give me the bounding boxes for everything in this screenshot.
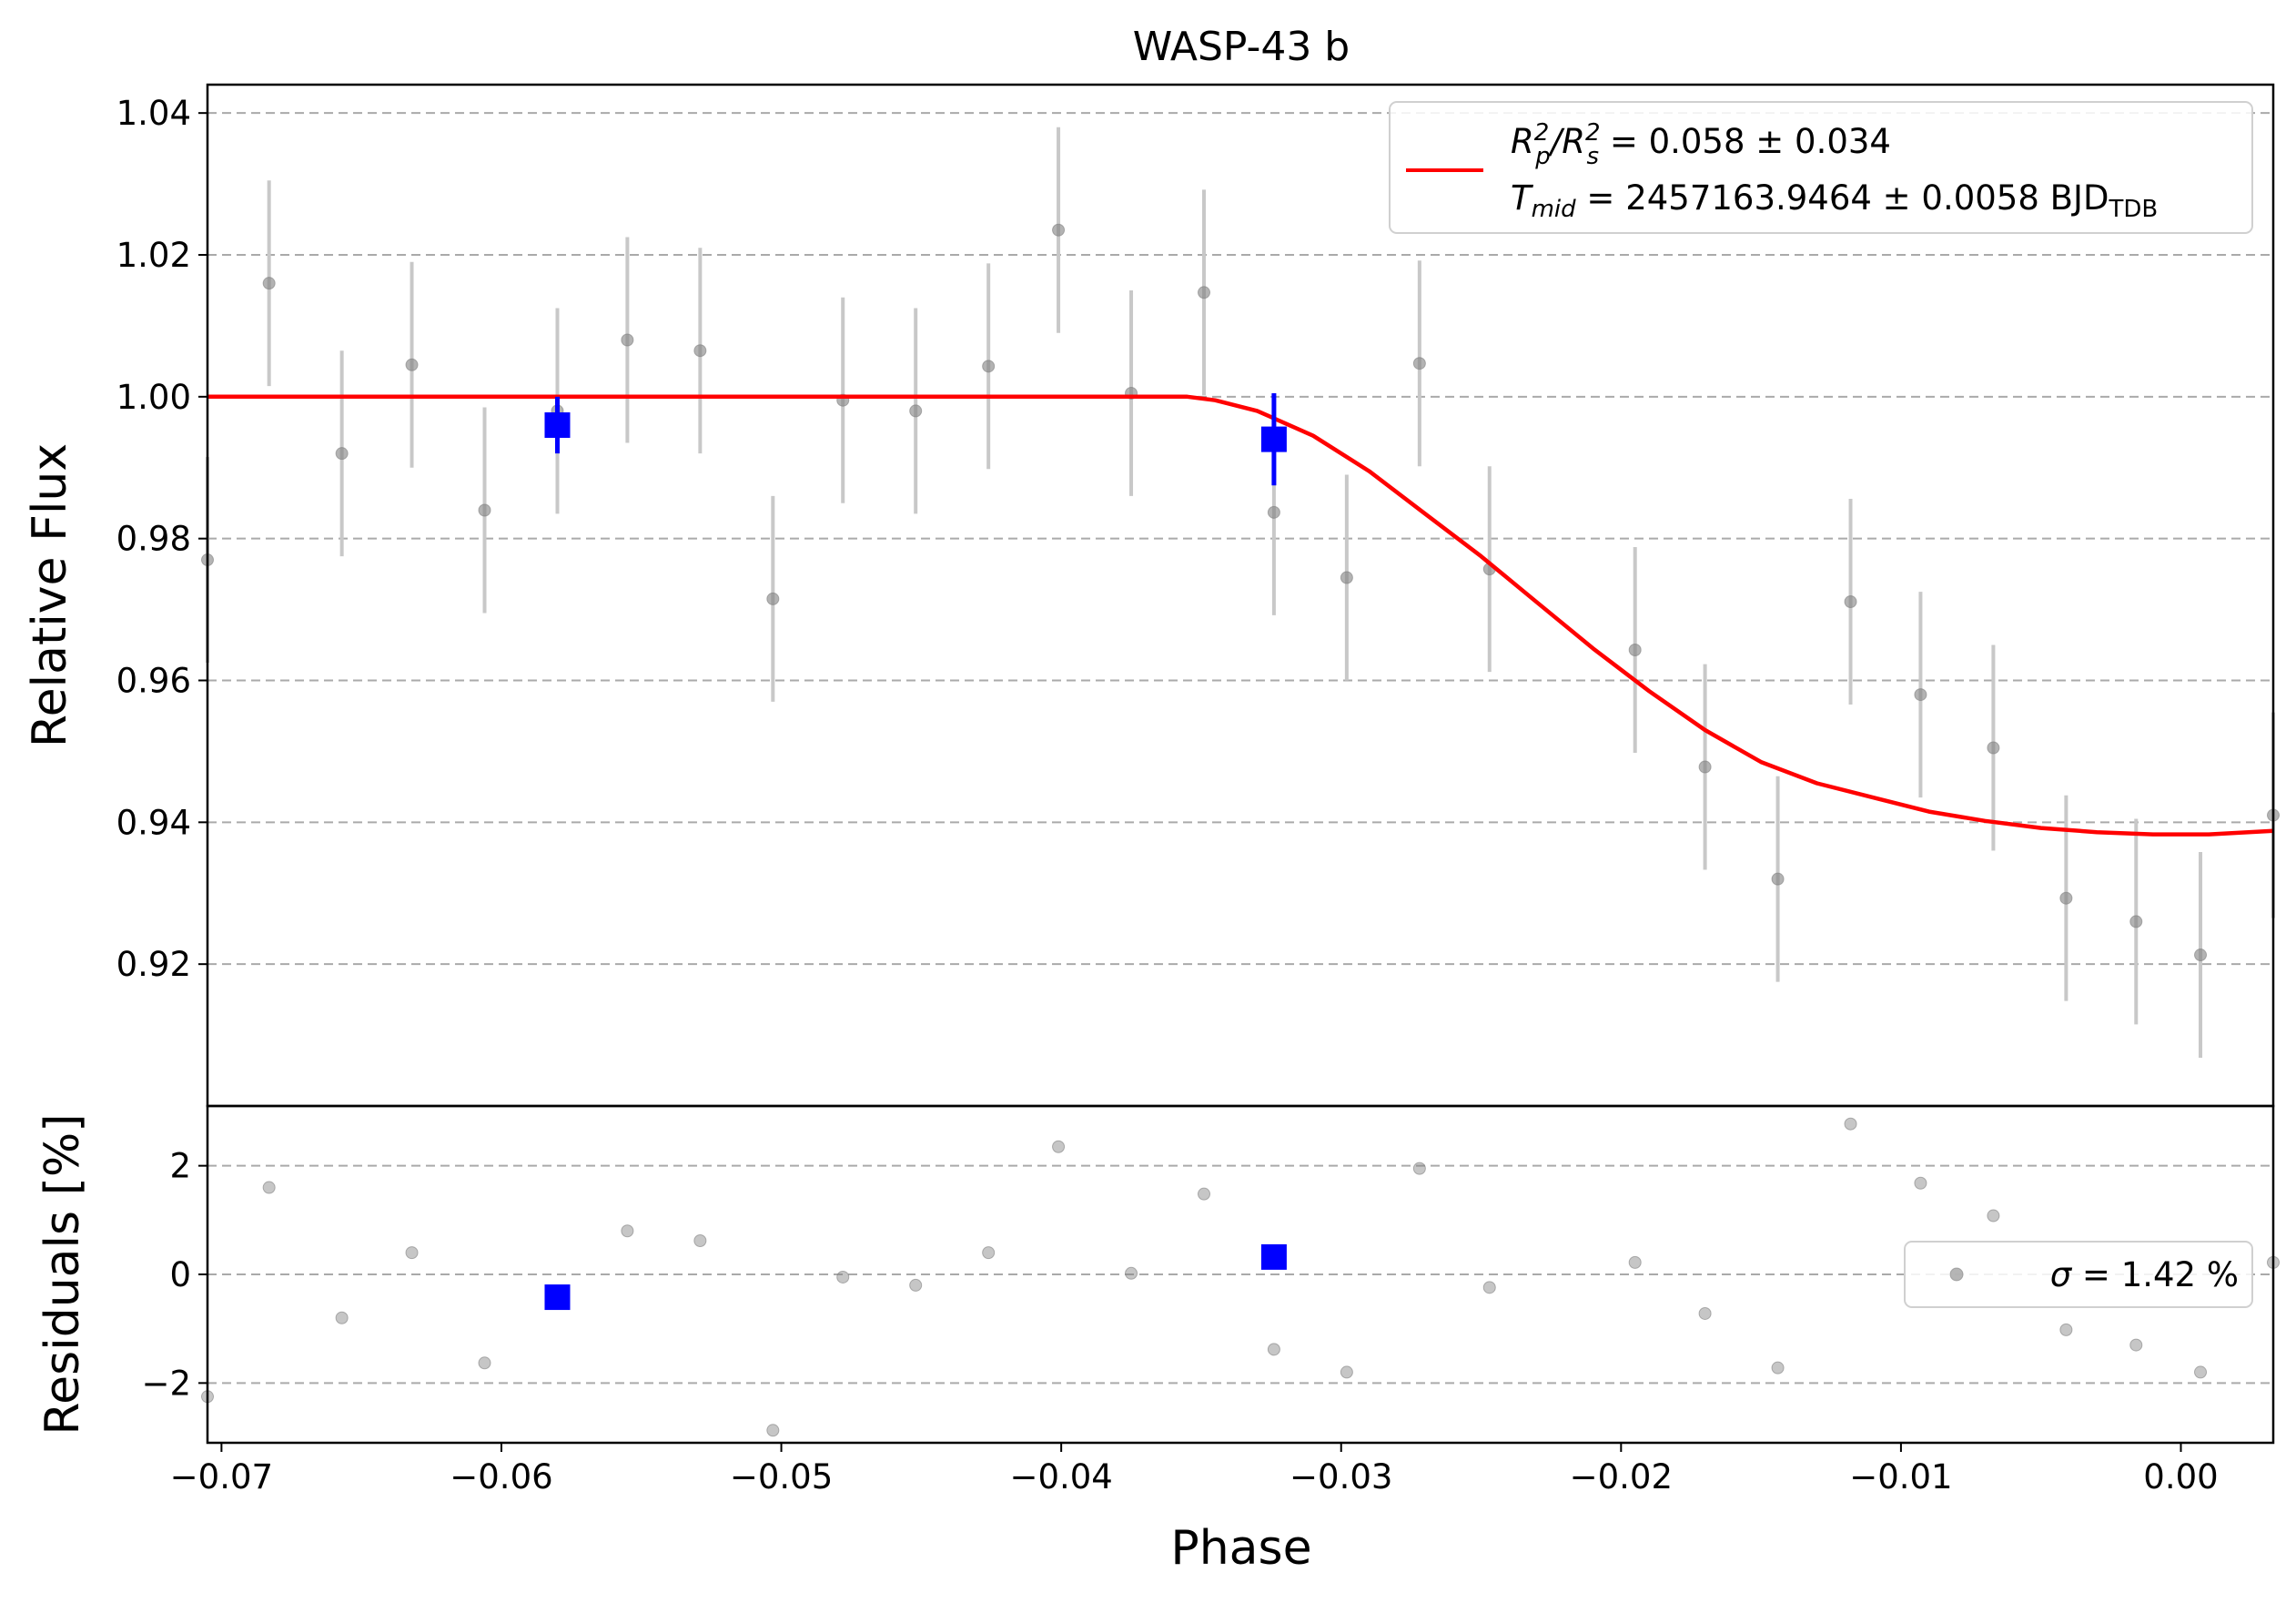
binned-flux-point	[1260, 426, 1287, 452]
residual-point	[405, 1246, 419, 1260]
flux-point	[1052, 223, 1066, 237]
flux-point	[766, 592, 780, 605]
main-y-axis-label: Relative Flux	[23, 443, 77, 747]
residual-legend-marker	[1949, 1267, 1964, 1282]
residual-point	[1267, 1343, 1280, 1356]
flux-point	[335, 447, 349, 461]
binned-residual-point	[1260, 1243, 1287, 1270]
xtick-label: 0.00	[2143, 1457, 2218, 1496]
binned-residual-point	[544, 1284, 571, 1311]
residual-legend-text: σ = 1.42 %	[2050, 1255, 2239, 1294]
residual-point	[766, 1424, 780, 1437]
residual-ytick-label: −2	[141, 1364, 191, 1403]
main-ytick-label: 1.00	[116, 378, 191, 417]
xtick-label: −0.07	[170, 1457, 273, 1496]
flux-point	[1987, 741, 2000, 755]
residual-point	[478, 1356, 491, 1370]
residual-point	[1914, 1176, 1927, 1190]
legend-tmid-text: Tmid = 2457163.9464 ± 0.0058 BJDTDB	[1511, 178, 2158, 223]
main-ytick-label: 0.92	[116, 945, 191, 984]
xtick-label: −0.01	[1849, 1457, 1952, 1496]
residual-point	[1052, 1140, 1066, 1153]
residual-point	[262, 1181, 276, 1194]
main-legend: R2 p/R2 s = 0.058 ± 0.034 Tmid = 2457163.9…	[1389, 101, 2253, 234]
flux-point	[2129, 915, 2143, 928]
main-panel-series	[201, 127, 2280, 1059]
residual-point	[1482, 1281, 1496, 1294]
main-panel-y-ticks: 0.92 0.94 0.96 0.98 1.00 1.02 1.04	[116, 94, 207, 984]
residual-point	[1198, 1187, 1211, 1201]
flux-point	[1198, 286, 1211, 299]
flux-point	[1412, 357, 1426, 370]
residual-point	[2059, 1323, 2073, 1336]
flux-point	[2059, 891, 2073, 905]
residual-point	[1340, 1365, 1353, 1379]
flux-point	[693, 344, 707, 358]
x-axis-label: Phase	[1170, 1521, 1311, 1576]
residual-point	[1412, 1162, 1426, 1175]
flux-point	[478, 503, 491, 517]
flux-point	[621, 333, 634, 347]
residual-point	[1698, 1306, 1712, 1320]
flux-point	[1844, 595, 1857, 609]
residual-point	[982, 1246, 996, 1260]
main-ytick-label: 0.98	[116, 520, 191, 559]
residual-ytick-label: 2	[169, 1147, 191, 1186]
xtick-label: −0.05	[730, 1457, 833, 1496]
flux-point	[1267, 505, 1280, 519]
xtick-label: −0.02	[1570, 1457, 1673, 1496]
main-ytick-label: 1.02	[116, 236, 191, 275]
flux-point	[1628, 643, 1642, 656]
residual-ytick-label: 0	[169, 1255, 191, 1294]
legend-depth-text: R2 p/R2 s = 0.058 ± 0.034	[1511, 119, 1891, 170]
flux-point	[1698, 760, 1712, 774]
x-axis-ticks: −0.07 −0.06 −0.05 −0.04 −0.03 −0.02 −0.01 0.00	[170, 1443, 2219, 1496]
main-panel-grid	[207, 112, 2273, 966]
chart-title: WASP-43 b	[1133, 24, 1350, 70]
residual-point	[621, 1224, 634, 1238]
flux-point	[1914, 688, 1927, 702]
residual-panel-y-ticks: −2 0 2	[141, 1147, 207, 1403]
residual-point	[693, 1234, 707, 1247]
residual-point	[1844, 1117, 1857, 1131]
residual-legend-box	[1904, 1241, 2253, 1308]
residual-point	[1987, 1209, 2000, 1223]
residual-point	[2194, 1365, 2208, 1379]
flux-point	[2194, 949, 2208, 962]
xtick-label: −0.04	[1009, 1457, 1112, 1496]
binned-flux-point	[544, 412, 571, 438]
xtick-label: −0.03	[1290, 1457, 1392, 1496]
residual-point	[909, 1278, 923, 1292]
residual-point	[1771, 1361, 1785, 1375]
flux-point	[982, 360, 996, 373]
main-panel-frame	[206, 83, 2275, 1108]
residual-point	[836, 1270, 850, 1283]
residual-y-axis-label: Residuals [%]	[35, 1113, 90, 1435]
residual-point	[1125, 1266, 1138, 1280]
legend-box	[1389, 101, 2253, 234]
residual-legend: σ = 1.42 %	[1904, 1241, 2253, 1308]
residual-point	[335, 1311, 349, 1324]
flux-point	[1340, 571, 1353, 584]
main-ytick-label: 1.04	[116, 94, 191, 133]
transit-model-line	[207, 394, 2274, 837]
residual-point	[1628, 1255, 1642, 1269]
residual-point	[2129, 1338, 2143, 1352]
main-ytick-label: 0.94	[116, 803, 191, 842]
flux-point	[405, 358, 419, 371]
main-ytick-label: 0.96	[116, 662, 191, 701]
xtick-label: −0.06	[450, 1457, 552, 1496]
flux-point	[1771, 872, 1785, 886]
flux-point	[262, 277, 276, 290]
flux-point	[909, 404, 923, 418]
